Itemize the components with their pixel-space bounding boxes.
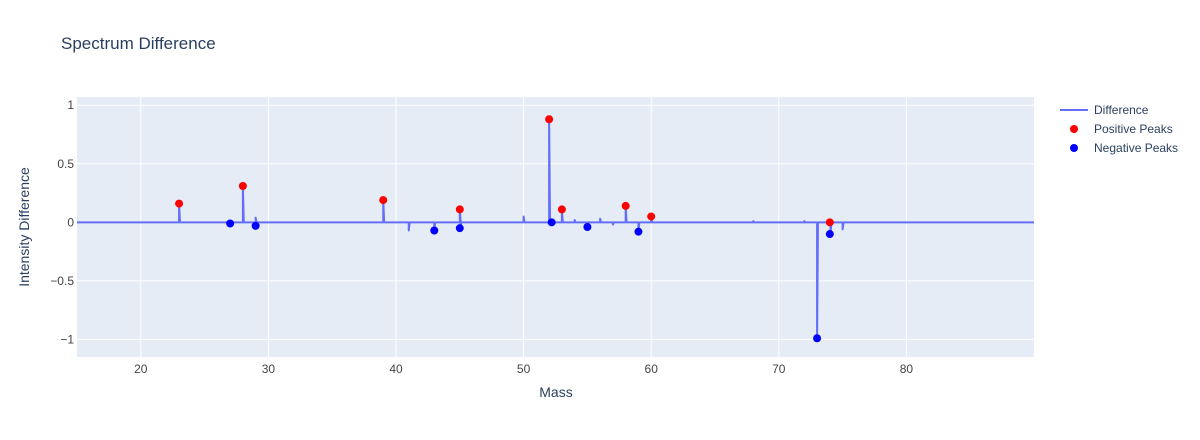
x-tick-label: 60 bbox=[645, 362, 659, 376]
x-tick-label: 40 bbox=[389, 362, 403, 376]
positive-peak-marker[interactable] bbox=[175, 199, 184, 208]
tick-labels: 20 30 40 50 60 70 80 1 0.5 0 −0.5 −1 bbox=[50, 98, 913, 376]
x-tick-label: 20 bbox=[134, 362, 148, 376]
plot-background bbox=[77, 97, 1034, 357]
x-tick-label: 50 bbox=[517, 362, 531, 376]
negative-peak-marker[interactable] bbox=[547, 218, 556, 227]
legend-label: Difference bbox=[1094, 103, 1149, 117]
positive-peak-marker[interactable] bbox=[825, 218, 834, 227]
x-tick-label: 30 bbox=[262, 362, 276, 376]
y-axis-title: Intensity Difference bbox=[16, 167, 32, 287]
negative-peak-marker[interactable] bbox=[583, 223, 592, 231]
legend-dot-symbol bbox=[1070, 144, 1078, 152]
negative-peak-marker[interactable] bbox=[813, 334, 822, 343]
legend-item[interactable]: Positive Peaks bbox=[1070, 122, 1173, 136]
chart-title: Spectrum Difference bbox=[61, 34, 216, 53]
legend-item[interactable]: Negative Peaks bbox=[1070, 141, 1178, 155]
y-tick-label: −0.5 bbox=[50, 274, 74, 288]
y-tick-label: 0.5 bbox=[57, 157, 74, 171]
peak-markers bbox=[175, 115, 834, 343]
x-tick-label: 80 bbox=[900, 362, 914, 376]
negative-peak-marker[interactable] bbox=[634, 227, 643, 236]
positive-peak-marker[interactable] bbox=[621, 201, 630, 210]
negative-peak-marker[interactable] bbox=[251, 221, 260, 230]
positive-peak-marker[interactable] bbox=[557, 205, 566, 214]
positive-peak-marker[interactable] bbox=[455, 205, 464, 214]
legend[interactable]: Difference Positive Peaks Negative Peaks bbox=[1060, 103, 1178, 155]
legend-label: Positive Peaks bbox=[1094, 122, 1173, 136]
legend-label: Negative Peaks bbox=[1094, 141, 1178, 155]
positive-peak-marker[interactable] bbox=[545, 115, 554, 124]
y-tick-label: 1 bbox=[67, 98, 74, 112]
legend-item[interactable]: Difference bbox=[1060, 103, 1149, 117]
negative-peak-marker[interactable] bbox=[430, 226, 439, 235]
y-tick-label: −1 bbox=[60, 332, 74, 346]
x-tick-label: 70 bbox=[772, 362, 786, 376]
positive-peak-marker[interactable] bbox=[379, 196, 388, 205]
legend-dot-symbol bbox=[1070, 125, 1078, 133]
negative-peak-marker[interactable] bbox=[455, 224, 464, 233]
negative-peak-marker[interactable] bbox=[825, 230, 834, 239]
positive-peak-marker[interactable] bbox=[238, 182, 247, 191]
y-tick-label: 0 bbox=[67, 215, 74, 229]
positive-peak-marker[interactable] bbox=[647, 212, 656, 221]
x-axis-title: Mass bbox=[539, 384, 572, 400]
negative-peak-marker[interactable] bbox=[226, 219, 235, 228]
